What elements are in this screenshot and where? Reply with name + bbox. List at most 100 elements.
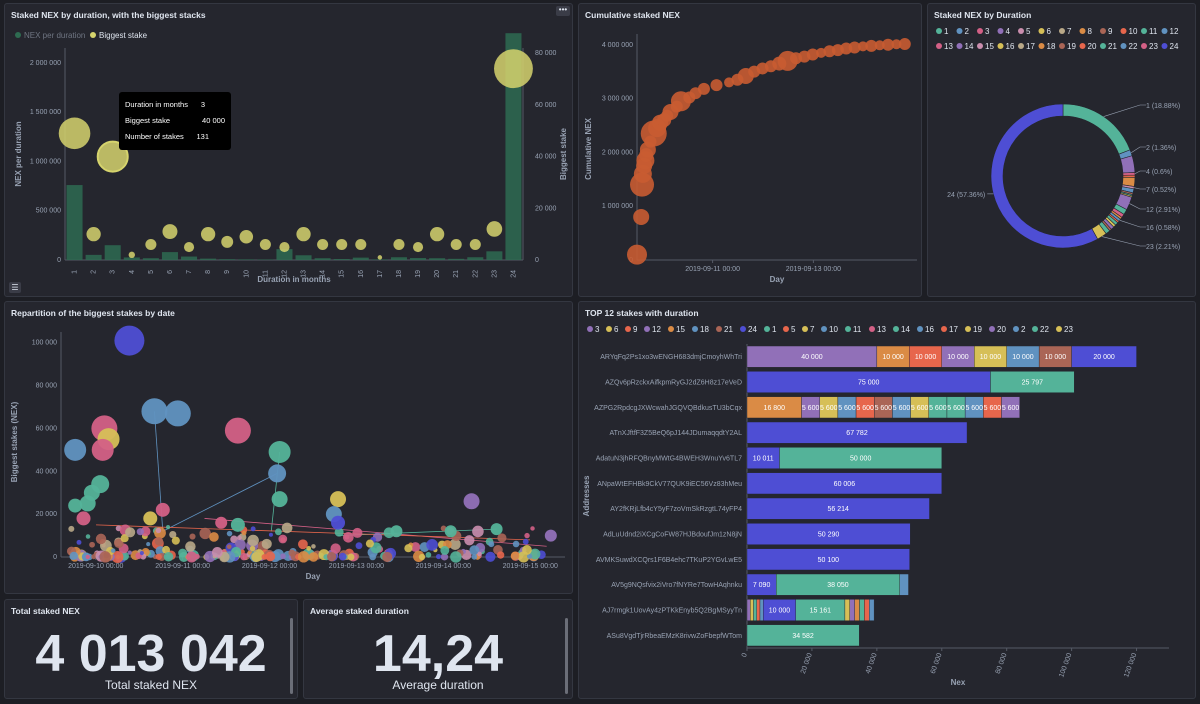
legend-label: 2 — [965, 27, 970, 36]
y-tick-label: AY2fKRjLfb4cY5yF7zoVmSkRzgtL74yFP4 — [610, 506, 742, 513]
bar-segment — [859, 599, 865, 621]
point — [155, 527, 162, 534]
point — [141, 398, 168, 425]
point — [268, 441, 291, 463]
bar-data-label: 10 000 — [980, 354, 1002, 361]
point — [497, 533, 507, 543]
point — [449, 538, 461, 550]
bar-data-label: 16 800 — [764, 405, 786, 412]
point — [186, 551, 198, 563]
legend-label: 19 — [1067, 42, 1076, 51]
x-tick-label: 120 000 — [1123, 652, 1138, 678]
legend-swatch — [15, 32, 21, 38]
point — [125, 527, 136, 538]
bubble — [317, 238, 329, 251]
bar-data-label: 10 000 — [769, 608, 791, 615]
y-tick-label: AVMKSuwdXCQrs1F6B4ehc7TKuP2YGvLwE5 — [596, 557, 742, 564]
legend-label: 16 — [1006, 42, 1015, 51]
bar-data-label: 50 000 — [850, 456, 872, 463]
bar-data-label: 10 000 — [1045, 354, 1067, 361]
x-tick-label: 13 — [301, 270, 308, 278]
callout-label: 16 (0.58%) — [1146, 225, 1180, 232]
point — [85, 554, 90, 560]
bar-segment — [746, 599, 751, 621]
point — [477, 551, 482, 557]
callout-line — [1130, 146, 1146, 154]
legend-swatch — [1141, 28, 1147, 34]
point — [136, 528, 144, 536]
point — [464, 535, 475, 546]
panel-title: TOP 12 stakes with duration — [585, 308, 699, 318]
donut-slice — [990, 103, 1099, 249]
bar — [467, 257, 484, 260]
y-tick-label: AdatuN3jhRFQBnyMWtG4BWEH3WnuYv6TL7 — [596, 456, 742, 463]
x-tick-label: 2019-09-11 00:00 — [155, 563, 210, 570]
x-axis-title: Day — [770, 275, 785, 284]
callout-line — [1129, 203, 1146, 210]
legend-swatch — [1100, 28, 1106, 34]
point — [281, 522, 293, 534]
bar — [219, 259, 236, 260]
x-tick-label: 60 000 — [930, 652, 944, 675]
bubble — [412, 242, 424, 253]
bar — [371, 259, 388, 260]
legend-swatch — [1161, 43, 1168, 49]
point — [154, 537, 164, 546]
scrollbar[interactable] — [565, 618, 568, 694]
legend-label: 6 — [614, 325, 619, 334]
point — [352, 527, 363, 538]
point — [440, 546, 450, 555]
legend-swatch — [1161, 28, 1168, 34]
chart-tooltip: Duration in months 3 Biggest stake 40 000 … — [119, 92, 231, 150]
bar — [448, 258, 465, 260]
point — [230, 517, 245, 532]
bar-data-label: 10 011 — [753, 456, 774, 463]
legend-label: 3 — [595, 325, 600, 334]
point — [278, 534, 288, 544]
ellipsis-icon[interactable]: ••• — [556, 6, 570, 16]
point — [347, 553, 355, 561]
legend-label: 12 — [1170, 27, 1179, 36]
bar-data-label: 34 582 — [792, 633, 814, 640]
bar-data-label: 38 050 — [827, 582, 849, 589]
y-tick-label: 4 000 000 — [602, 42, 633, 49]
legend-swatch — [802, 326, 808, 332]
legend-swatch — [1038, 43, 1045, 49]
legend-label: 12 — [652, 325, 661, 334]
point — [510, 551, 520, 561]
legend-label: 14 — [901, 325, 910, 334]
point — [146, 542, 151, 547]
list-icon[interactable]: ☰ — [9, 282, 21, 293]
x-tick-label: 15 — [339, 270, 346, 278]
bar-segment — [746, 523, 911, 545]
legend-label: 7 — [1067, 27, 1072, 36]
callout-label: 2 (1.36%) — [1146, 145, 1176, 152]
legend-label: 17 — [949, 325, 958, 334]
y-tick-label: AV5g9NQsfvix2iVro7fNYRe7TowHAqhnku — [611, 582, 742, 589]
x-tick-label: 19 — [415, 270, 422, 278]
bar-segment — [750, 599, 754, 621]
point — [211, 547, 223, 558]
point — [308, 552, 319, 562]
y-tick-label: 1 000 000 — [30, 158, 61, 165]
point — [250, 526, 256, 532]
scrollbar[interactable] — [290, 618, 293, 694]
point — [522, 545, 532, 555]
tooltip-value: 40 000 — [202, 116, 225, 125]
point — [279, 553, 286, 560]
legend-swatch — [1059, 28, 1065, 34]
y-tick-label: 20 000 — [36, 511, 58, 518]
point — [79, 495, 96, 512]
point — [68, 525, 75, 532]
panel-top12-stakes: TOP 12 stakes with duration 3 6 9 12 15 18 21 2… — [578, 301, 1196, 699]
legend-swatch — [644, 326, 650, 332]
legend-swatch — [1018, 43, 1024, 49]
point — [237, 535, 242, 541]
legend-swatch — [783, 326, 789, 332]
legend-label: 9 — [1108, 27, 1113, 36]
point — [450, 551, 462, 563]
x-tick-label: 8 — [205, 270, 212, 274]
point — [189, 533, 196, 540]
metric-average-duration-label: Average duration — [392, 678, 484, 692]
